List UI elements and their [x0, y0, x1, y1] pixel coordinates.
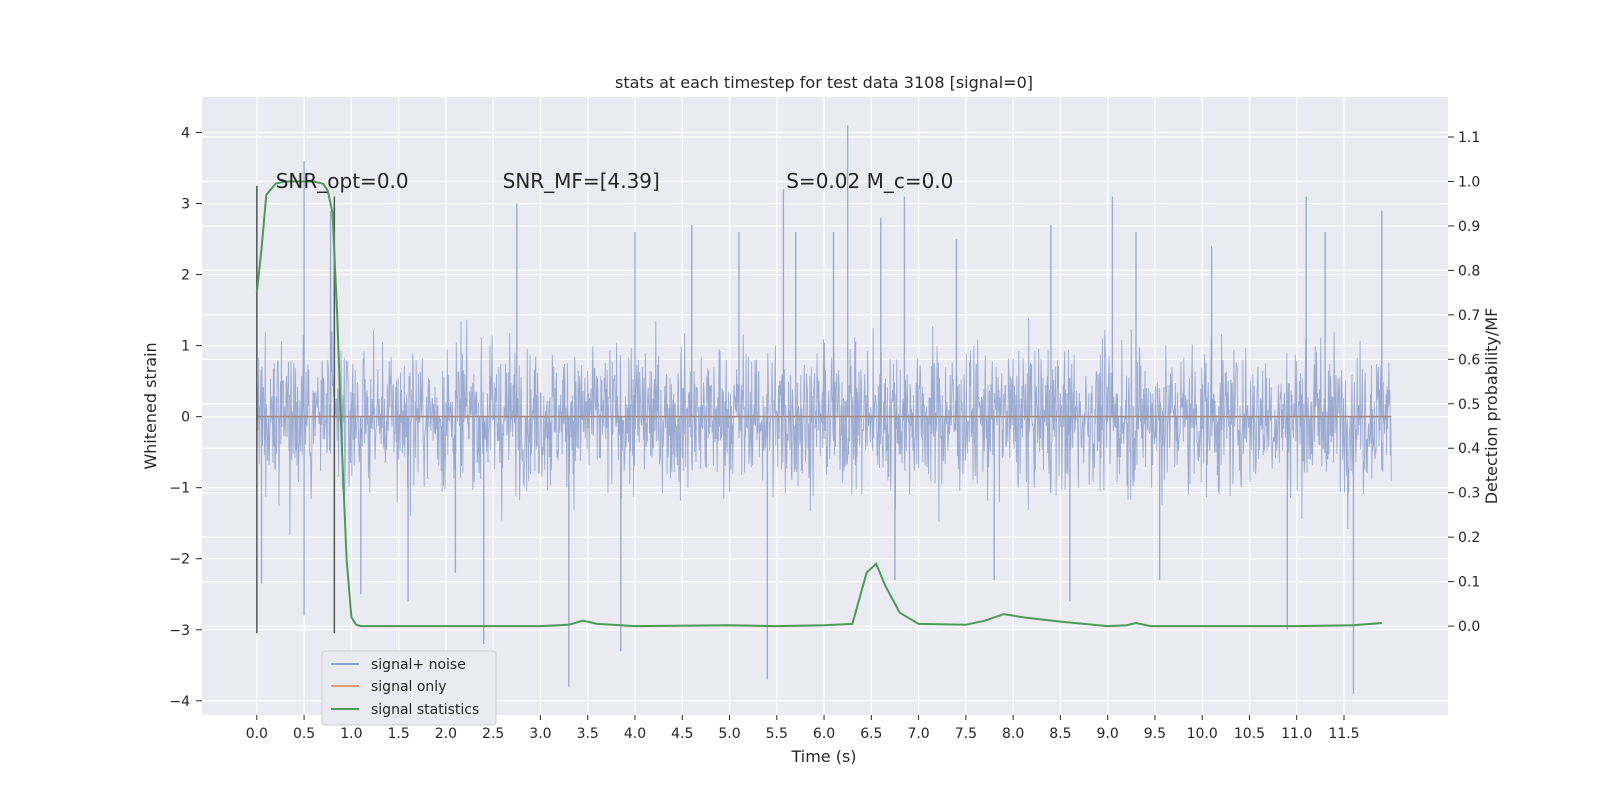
signal-plus-noise-line: [256, 317, 1392, 535]
y-tick-label-left: 3: [181, 197, 190, 213]
legend-box: [321, 650, 497, 726]
x-tick-label: 8.0: [1002, 726, 1024, 742]
legend-label-signal-plus-noise: signal+ noise: [371, 657, 466, 673]
x-tick-label: 3.5: [577, 726, 599, 742]
series-signal-statistics: [255, 180, 1382, 628]
x-tick-label: 10.0: [1187, 726, 1218, 742]
x-tick-label: 2.5: [482, 726, 504, 742]
x-tick-label: 5.0: [718, 726, 740, 742]
annotation-snr-mf: SNR_MF=[4.39]: [503, 169, 660, 193]
x-tick-label: 9.0: [1097, 726, 1119, 742]
series-signal-plus-noise: [256, 125, 1392, 694]
x-tick-label: 2.0: [435, 726, 457, 742]
chart-title: stats at each timestep for test data 310…: [615, 73, 1033, 92]
y-tick-label-right: 0.4: [1458, 441, 1480, 457]
x-tick-label: 9.5: [1144, 726, 1166, 742]
x-tick-label: 11.0: [1281, 726, 1312, 742]
x-tick-label: 7.0: [907, 726, 929, 742]
y-tick-label-left: 0: [181, 410, 190, 426]
x-tick-label: 0.0: [246, 726, 268, 742]
y-tick-label-right: 0.9: [1458, 219, 1480, 235]
y-tick-label-left: 4: [181, 126, 190, 142]
y-tick-label-left: −4: [169, 694, 190, 710]
axis-ticks: 0.0 0.5 1.0 1.5 2.0 2.5 3.0 3.5 4.0 4.5 5.0 5.5 6.0 6…: [169, 126, 1480, 742]
legend-label-signal-statistics: signal statistics: [371, 702, 479, 718]
y-tick-label-right: 0.1: [1458, 575, 1480, 591]
y-tick-label-right: 0.5: [1458, 397, 1480, 413]
y-tick-label-left: −2: [169, 552, 190, 568]
annotations: SNR_opt=0.0 SNR_MF=[4.39] S=0.02 M_c=0.0: [276, 169, 954, 193]
y-axis-label-left: Whitened strain: [141, 342, 160, 469]
x-tick-label: 4.0: [624, 726, 646, 742]
y-tick-label-right: 0.7: [1458, 308, 1480, 324]
x-tick-label: 1.0: [340, 726, 362, 742]
y-tick-label-right: 0.2: [1458, 530, 1480, 546]
y-tick-label-left: 1: [181, 339, 190, 355]
x-tick-label: 11.5: [1328, 726, 1359, 742]
y-tick-label-left: 2: [181, 268, 190, 284]
y-tick-label-right: 0.0: [1458, 619, 1480, 635]
x-tick-label: 6.0: [813, 726, 835, 742]
y-tick-label-right: 0.6: [1458, 352, 1480, 368]
y-tick-label-right: 0.8: [1458, 263, 1480, 279]
x-tick-label: 6.5: [860, 726, 882, 742]
x-tick-label: 10.5: [1234, 726, 1265, 742]
y-axis-label-right: Detection probability/MF: [1482, 308, 1501, 505]
x-tick-label: 1.5: [388, 726, 410, 742]
x-tick-label: 5.5: [766, 726, 788, 742]
y-tick-label-right: 1.0: [1458, 174, 1480, 190]
x-tick-label: 7.5: [955, 726, 977, 742]
annotation-snr-opt: SNR_opt=0.0: [276, 169, 409, 193]
annotation-s-mc: S=0.02 M_c=0.0: [786, 169, 953, 193]
x-tick-label: 3.0: [529, 726, 551, 742]
x-tick-label: 4.5: [671, 726, 693, 742]
x-axis-label: Time (s): [790, 747, 856, 766]
legend: signal+ noise signal only signal statist…: [321, 650, 497, 726]
y-tick-label-left: −3: [169, 623, 190, 639]
x-tick-label: 8.5: [1049, 726, 1071, 742]
y-tick-label-right: 0.3: [1458, 486, 1480, 502]
y-tick-label-right: 1.1: [1458, 130, 1480, 146]
legend-label-signal-only: signal only: [371, 679, 446, 695]
signal-statistics-line: [255, 180, 1382, 628]
y-tick-label-left: −1: [169, 481, 190, 497]
x-tick-label: 0.5: [293, 726, 315, 742]
